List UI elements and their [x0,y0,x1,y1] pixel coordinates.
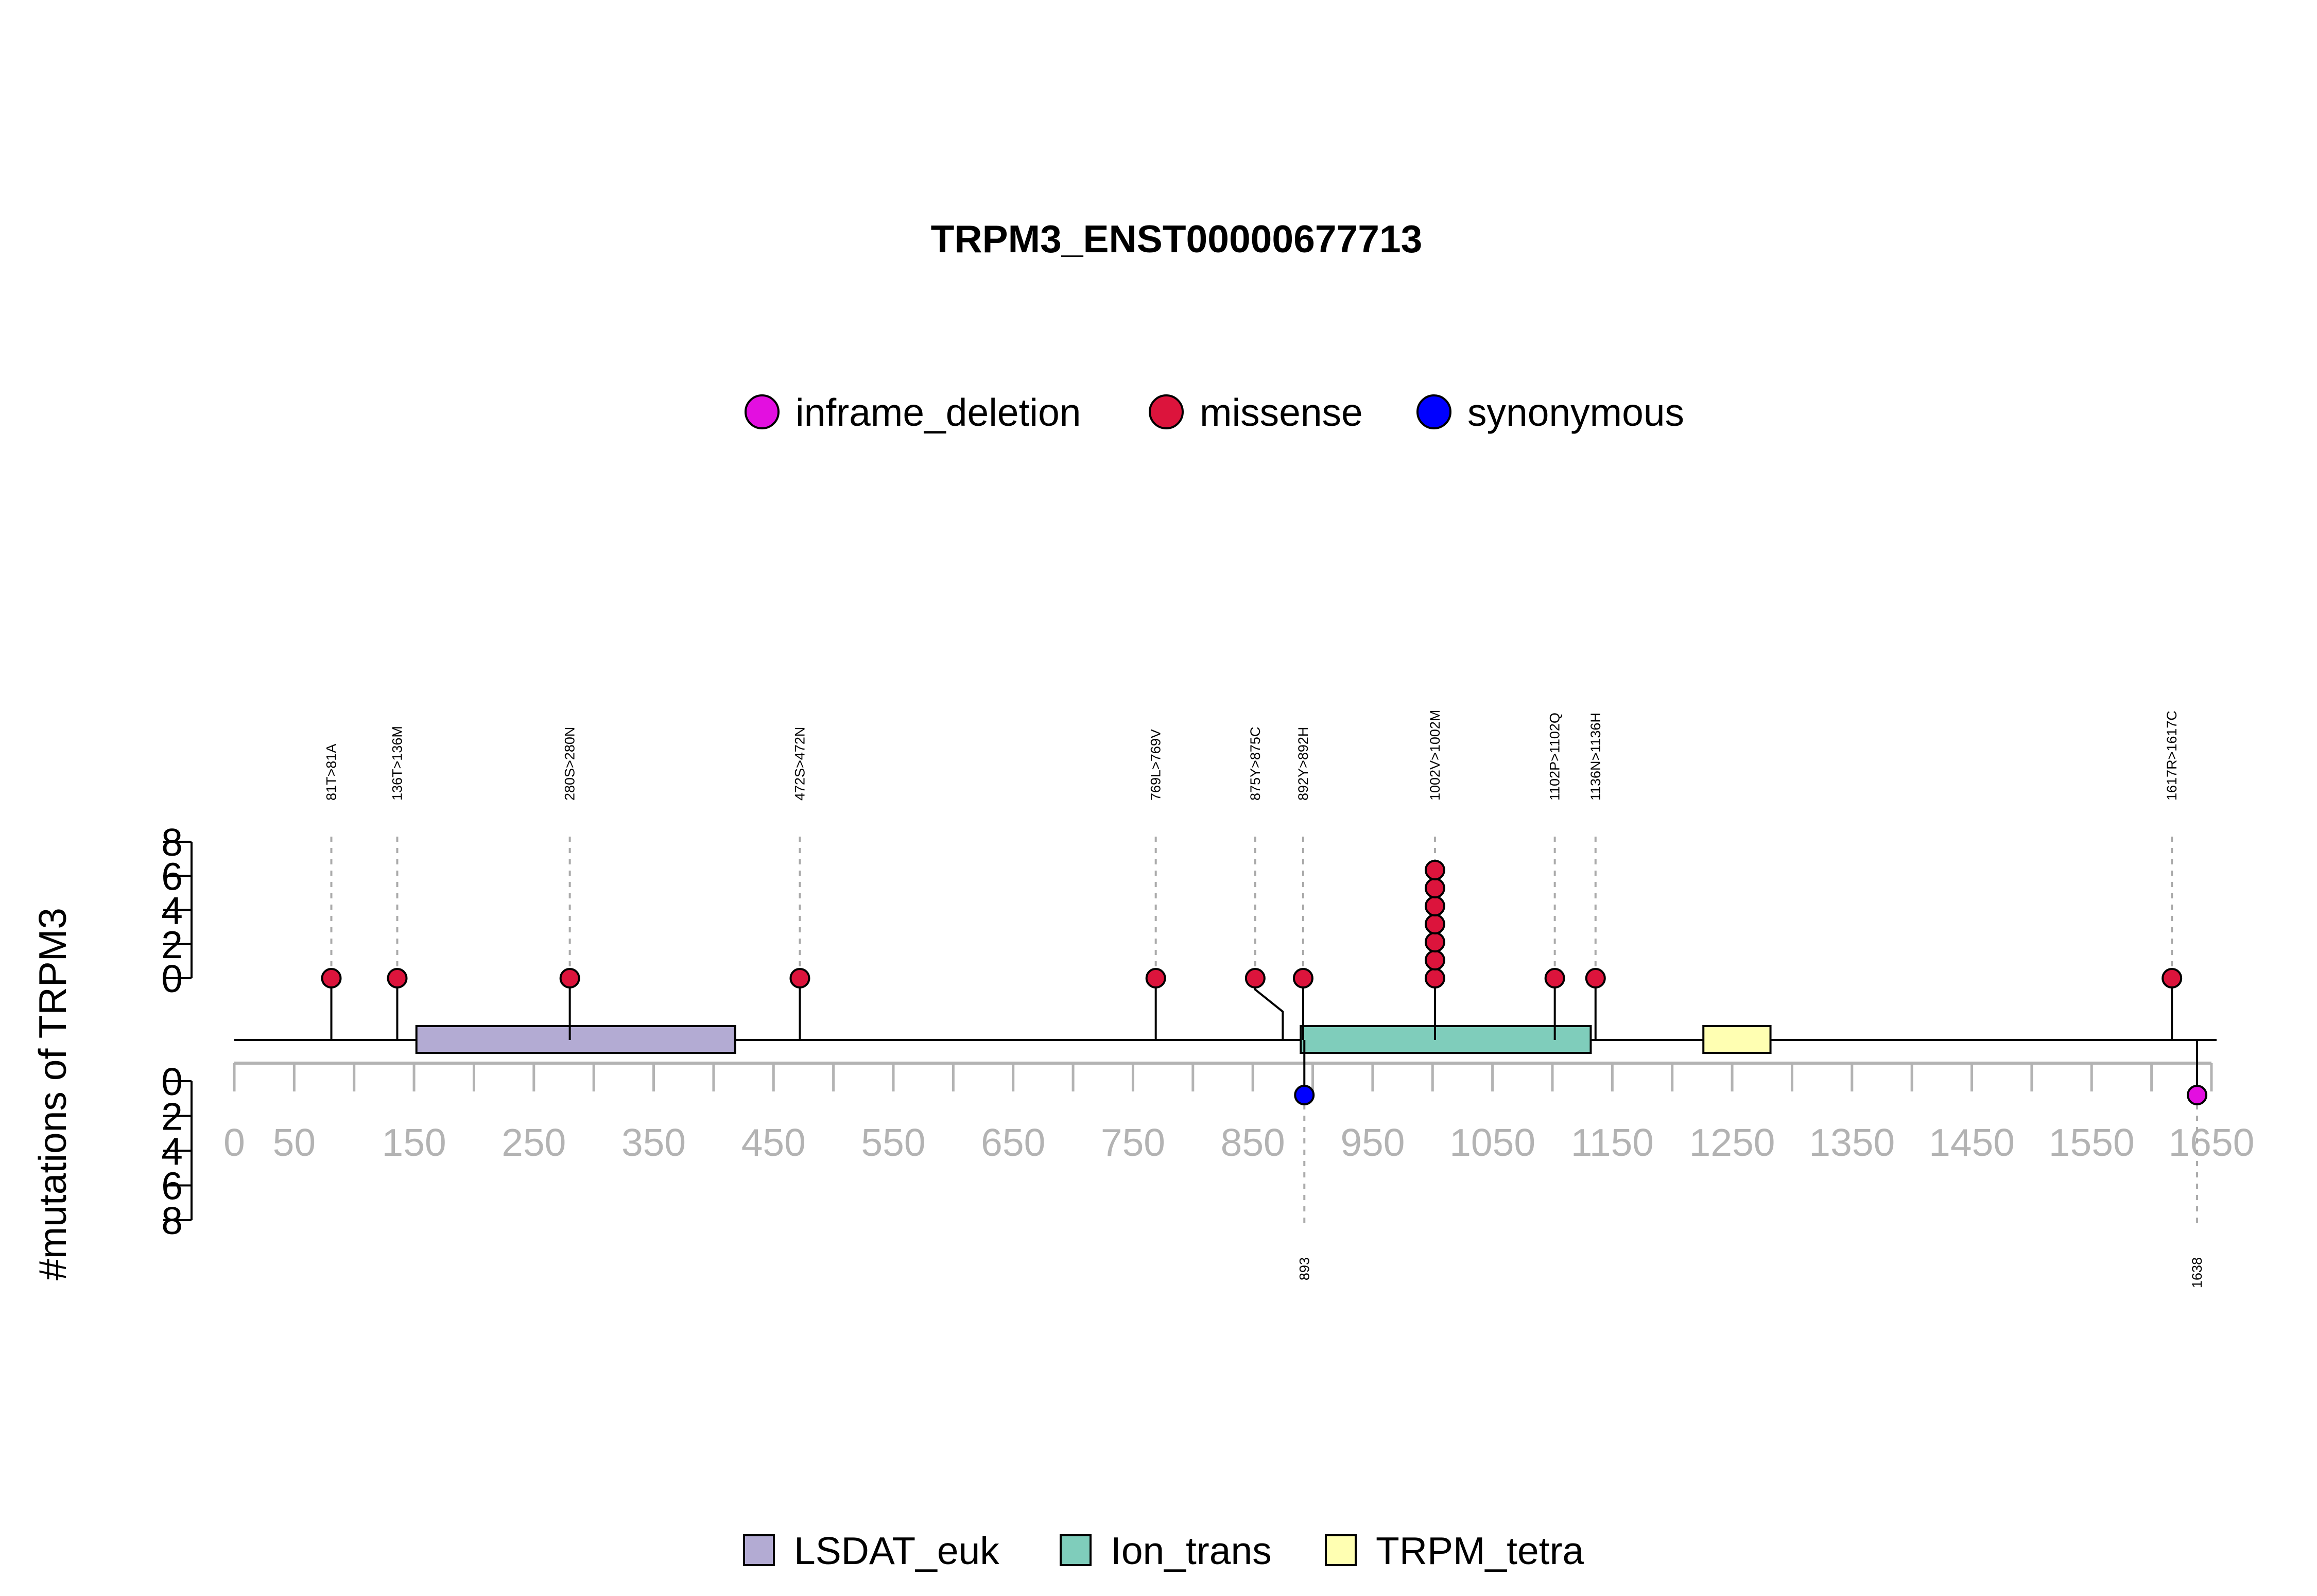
x-tick-label: 450 [741,1121,806,1164]
legend-symbol [1416,394,1451,429]
legend-label: TRPM_tetra [1376,1529,1584,1572]
x-tick-label: 650 [981,1121,1045,1164]
mutation-point [1424,968,1445,988]
legend-symbol [1149,394,1184,429]
x-tick-label: 1450 [1929,1121,2015,1164]
mutation-label: 1102P>1102Q [1547,713,1563,801]
mutation-label: 1002V>1002M [1427,710,1443,801]
mutation-label: 81T>81A [324,744,339,801]
x-tick-label: 0 [223,1121,245,1164]
legend-swatch [743,1534,775,1566]
mutation-point [1544,968,1565,988]
mutation-point [1294,1085,1315,1105]
domain-Ion_trans [1300,1025,1592,1054]
legend-swatch [1325,1534,1357,1566]
mutation-point [1244,968,1266,988]
mutation-label: 136T>136M [390,726,405,801]
mutation-point [1424,878,1445,898]
y-tick-label: 2 [161,1095,183,1138]
mutation-point [789,968,810,988]
mutation-point [1424,860,1445,880]
x-tick-label: 1050 [1449,1121,1535,1164]
x-tick-label: 1650 [2169,1121,2255,1164]
x-tick-label: 50 [273,1121,316,1164]
mutation-label: 875Y>875C [1248,727,1263,801]
y-tick-label: 8 [161,821,183,864]
x-tick-label: 550 [861,1121,925,1164]
y-tick-label: 0 [161,957,183,1000]
mutation-lollipops: 81T>81A 136T>136M 280S>280N 472S>472N 769L>7… [321,710,2208,1288]
mutation-point [321,968,342,988]
mutation-point [1424,914,1445,934]
mutation-point [1424,950,1445,970]
x-tick-label: 850 [1221,1121,1285,1164]
legend-label: inframe_deletion [796,391,1081,434]
mutation-point [1292,968,1313,988]
domain-LSDAT_euk [415,1025,736,1054]
mutation-point [387,968,408,988]
mutation-point [1585,968,1606,988]
mutation-point [1424,932,1445,952]
y-tick-label: 6 [161,855,183,898]
chart-title: TRPM3_ENST00000677713 [931,217,1423,261]
legend-swatch [1060,1534,1092,1566]
x-tick-label: 250 [502,1121,566,1164]
mutation-label: 893 [1296,1257,1312,1280]
mutation-point [1145,968,1166,988]
mutation-label: 892Y>892H [1295,727,1311,801]
legend-label: missense [1200,391,1363,434]
y-tick-label: 8 [161,1199,183,1242]
mutation-point [2162,968,2183,988]
mutation-label: 1638 [2189,1257,2205,1288]
mutation-label: 1617R>1617C [2164,710,2180,801]
x-tick-label: 1550 [2049,1121,2135,1164]
x-tick-label: 150 [382,1121,446,1164]
protein-backbone [234,1025,2217,1054]
y-tick-label: 2 [161,923,183,966]
mutation-point [1424,896,1445,916]
legend-label: synonymous [1467,391,1684,434]
x-tick-label: 1350 [1809,1121,1895,1164]
y-tick-label: 4 [161,1130,183,1173]
x-tick-label: 950 [1340,1121,1405,1164]
legend-label: Ion_trans [1111,1529,1272,1572]
legend-symbol [745,394,780,429]
x-tick-label: 350 [621,1121,686,1164]
y-tick-label: 6 [161,1165,183,1208]
x-tick-label: 1250 [1689,1121,1775,1164]
x-tick-label: 1150 [1571,1121,1654,1164]
mutation-point [559,968,580,988]
y-axis-label: #mutations of TRPM3 [31,908,74,1280]
y-tick-label: 0 [161,1060,183,1103]
mutation-label: 1136N>1136H [1588,713,1603,801]
legend-label: LSDAT_euk [794,1529,999,1572]
mutation-label: 472S>472N [792,727,807,801]
y-tick-label: 4 [161,889,183,932]
mutation-label: 769L>769V [1148,729,1164,801]
x-tick-label: 750 [1101,1121,1165,1164]
domain-TRPM_tetra [1702,1025,1772,1054]
variant-legend: inframe_deletion missense synonymous [745,391,1684,434]
mutation-label: 280S>280N [562,727,578,801]
x-axis: 0 50 150 250 350 450 550 650 750 850 950 1050 1150 12… [223,1062,2255,1164]
domain-legend: LSDAT_euk Ion_trans TRPM_tetra [743,1529,1584,1572]
mutation-point [2187,1085,2208,1105]
